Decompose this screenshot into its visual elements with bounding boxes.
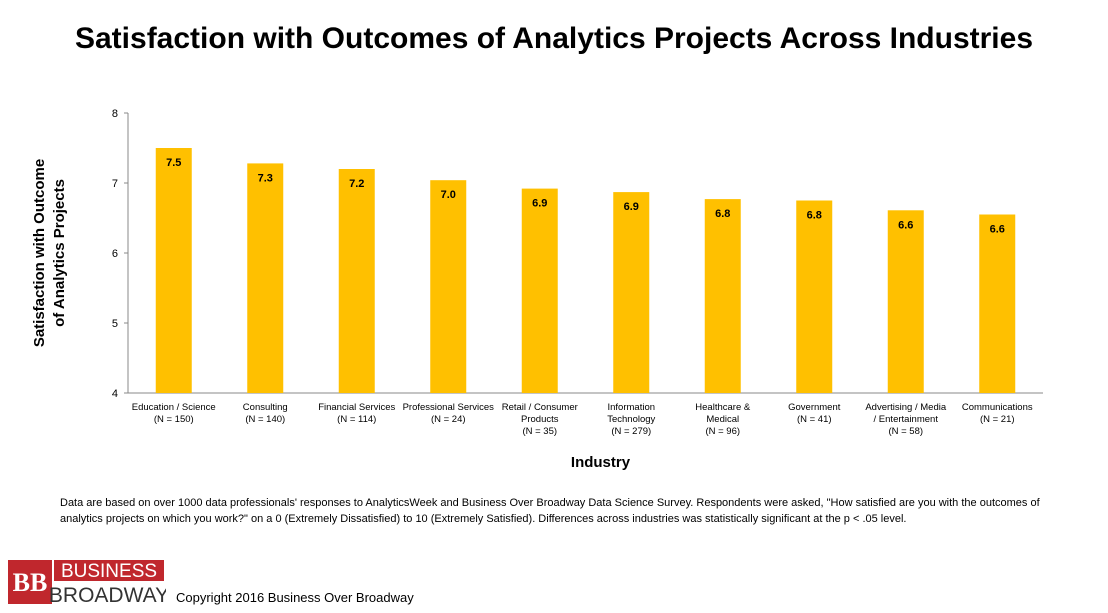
data-label: 7.3 xyxy=(258,172,273,184)
category-label: Education / Science (N = 150) xyxy=(132,402,216,425)
bar xyxy=(979,214,1016,393)
category-label: Information Technology (N = 279) xyxy=(607,402,655,437)
data-label: 6.9 xyxy=(624,201,639,213)
y-tick-label: 6 xyxy=(112,248,118,260)
data-label: 7.0 xyxy=(441,189,456,201)
bar xyxy=(430,180,467,393)
category-label: Retail / Consumer Products (N = 35) xyxy=(502,402,578,437)
logo-monogram-box xyxy=(8,560,52,604)
copyright-text: Copyright 2016 Business Over Broadway xyxy=(176,590,414,605)
category-label: Advertising / Media / Entertainment (N = 5… xyxy=(865,402,947,437)
y-tick-label: 5 xyxy=(112,318,118,330)
bar xyxy=(247,163,284,393)
category-label: Healthcare & Medical (N = 96) xyxy=(695,402,751,437)
bar xyxy=(887,210,924,393)
data-label: 6.9 xyxy=(532,198,547,210)
logo-line1: BUSINESS xyxy=(61,561,157,582)
bar xyxy=(338,169,375,393)
category-label: Consulting (N = 140) xyxy=(243,402,288,425)
y-tick-label: 4 xyxy=(112,388,118,400)
footnote: Data are based on over 1000 data profess… xyxy=(60,497,1040,525)
y-tick-label: 8 xyxy=(112,108,118,120)
bar xyxy=(521,188,558,393)
data-label: 6.6 xyxy=(898,219,913,231)
category-label: Financial Services (N = 114) xyxy=(318,402,395,425)
data-label: 6.8 xyxy=(807,210,822,222)
logo-monogram: BB xyxy=(13,568,48,597)
logo-bar-top xyxy=(54,560,164,581)
data-label: 6.6 xyxy=(990,224,1005,236)
bar xyxy=(704,199,741,393)
business-broadway-logo: BB BUSINESS BROADWAY xyxy=(8,560,166,606)
y-axis-title: Satisfaction with Outcome of Analytics Pr… xyxy=(31,159,68,347)
category-label: Professional Services (N = 24) xyxy=(403,402,495,425)
bar xyxy=(613,192,650,393)
bar xyxy=(796,200,833,393)
data-label: 6.8 xyxy=(715,208,730,220)
data-label: 7.5 xyxy=(166,157,181,169)
chart-title: Satisfaction with Outcomes of Analytics … xyxy=(74,22,1034,55)
bar xyxy=(155,148,192,393)
y-tick-label: 7 xyxy=(112,178,118,190)
logo-line2: BROADWAY xyxy=(49,584,166,606)
category-label: Communications (N = 21) xyxy=(962,402,1033,425)
data-label: 7.2 xyxy=(349,178,364,190)
category-label: Government (N = 41) xyxy=(788,402,841,425)
x-axis-title: Industry xyxy=(571,454,631,471)
